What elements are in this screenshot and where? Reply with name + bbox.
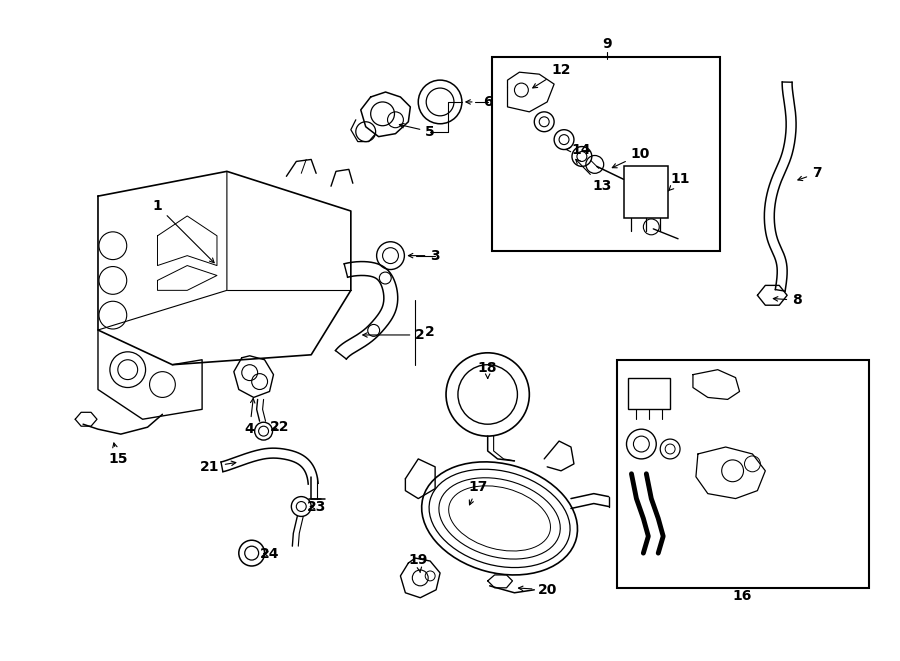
Text: 7: 7: [798, 167, 822, 180]
Text: 16: 16: [733, 589, 752, 603]
Text: 2: 2: [363, 328, 425, 342]
Text: 24: 24: [260, 547, 279, 561]
Text: 14: 14: [565, 143, 590, 157]
Bar: [628, 377, 670, 409]
Text: 2: 2: [426, 325, 435, 339]
Text: 6: 6: [483, 95, 492, 109]
Text: 4: 4: [245, 399, 255, 436]
Text: 15: 15: [108, 443, 128, 466]
Text: 1: 1: [153, 199, 214, 262]
Text: 12: 12: [533, 63, 571, 88]
Bar: [624, 167, 668, 218]
Text: 22: 22: [270, 420, 289, 434]
Text: 18: 18: [478, 361, 498, 378]
Text: 20: 20: [518, 583, 557, 597]
Text: 13: 13: [576, 159, 611, 193]
Text: 10: 10: [612, 147, 650, 168]
Text: 19: 19: [409, 553, 428, 572]
Bar: [616, 360, 869, 588]
Text: 23: 23: [306, 500, 326, 514]
Text: 21: 21: [201, 460, 236, 474]
Text: 9: 9: [602, 38, 611, 52]
Text: 11: 11: [669, 173, 689, 191]
Bar: [491, 58, 720, 251]
Text: 3: 3: [409, 249, 440, 262]
Text: 17: 17: [468, 480, 488, 505]
Text: 8: 8: [773, 293, 802, 307]
Text: 5: 5: [400, 124, 435, 139]
